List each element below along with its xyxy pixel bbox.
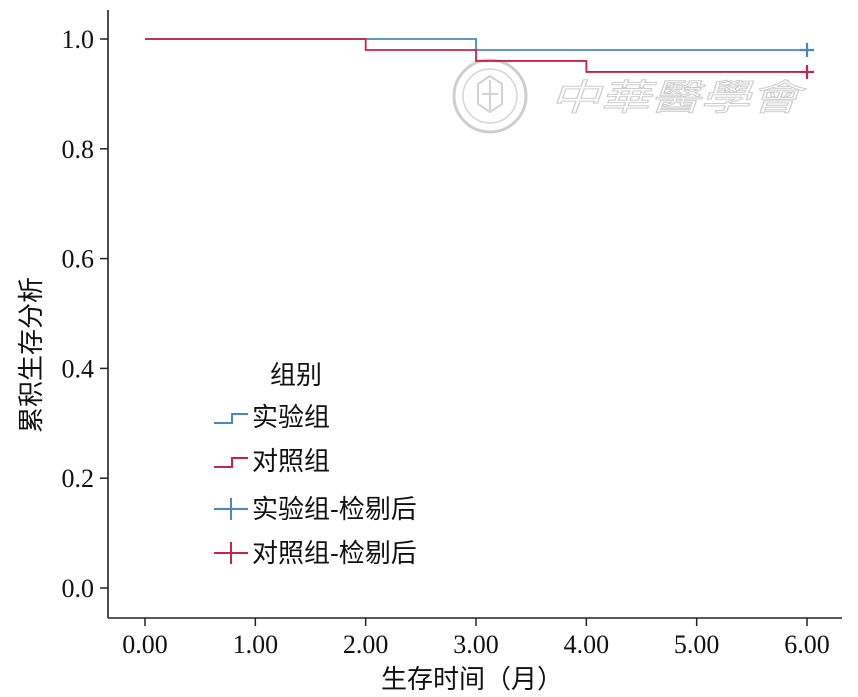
legend-label-experimental-censored: 实验组-检剔后 (252, 495, 417, 525)
y-tick-label: 0.6 (62, 245, 95, 274)
y-tick-label: 0.4 (62, 354, 95, 383)
legend-title: 组别 (270, 361, 322, 391)
axes (107, 10, 842, 619)
y-tick-label: 0.2 (62, 464, 95, 493)
y-tick-label: 0.0 (62, 574, 95, 603)
watermark-text: 中華醫學會 (550, 78, 807, 119)
legend-plus-icon-experimental (214, 498, 248, 520)
legend: 组别 实验组 对照组 实验组-检剔后 对照组-检剔后 (214, 361, 417, 569)
x-ticks: 0.00 1.00 2.00 3.00 4.00 5.00 6.00 (122, 618, 830, 659)
legend-label-control: 对照组 (252, 447, 330, 477)
x-axis-title: 生存时间（月） (381, 665, 563, 695)
x-tick-label: 1.00 (233, 630, 279, 659)
watermark-seal-inner-ring (462, 68, 518, 124)
legend-item-control: 对照组 (214, 447, 330, 477)
watermark-seal-icon (452, 58, 528, 134)
legend-item-experimental: 实验组 (214, 403, 330, 433)
x-tick-label: 2.00 (343, 630, 389, 659)
legend-plus-icon-control (214, 542, 248, 564)
legend-step-icon-control (214, 457, 248, 468)
x-tick-label: 6.00 (784, 630, 830, 659)
y-tick-label: 1.0 (62, 25, 95, 54)
watermark: 中華醫學會 (452, 58, 807, 134)
x-tick-label: 4.00 (564, 630, 610, 659)
watermark-seal-emblem (477, 74, 503, 114)
legend-item-control-censored: 对照组-检剔后 (214, 539, 417, 569)
x-tick-label: 3.00 (453, 630, 499, 659)
x-tick-label: 5.00 (674, 630, 720, 659)
y-tick-label: 0.8 (62, 135, 95, 164)
censor-mark-control (800, 64, 814, 79)
x-tick-label: 0.00 (122, 630, 168, 659)
legend-label-control-censored: 对照组-检剔后 (252, 539, 417, 569)
y-ticks: 0.0 0.2 0.4 0.6 0.8 1.0 (62, 25, 108, 603)
legend-item-experimental-censored: 实验组-检剔后 (214, 495, 417, 525)
series-layer (145, 38, 814, 79)
y-axis-title: 累积生存分析 (17, 277, 47, 433)
survival-curve-experimental (145, 38, 807, 51)
legend-step-icon-experimental (214, 413, 248, 424)
censor-mark-experimental (800, 42, 814, 57)
legend-label-experimental: 实验组 (252, 403, 330, 433)
survival-curve-control (145, 38, 807, 73)
